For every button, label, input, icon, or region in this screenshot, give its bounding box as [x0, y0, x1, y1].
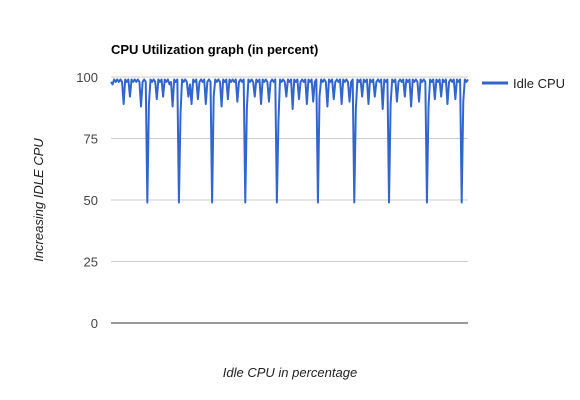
series-layer [110, 78, 469, 204]
y-axis-ticks: 0 25 50 75 100 [76, 70, 98, 331]
y-tick-label: 75 [84, 132, 98, 147]
y-axis-title: Increasing IDLE CPU [31, 138, 46, 262]
series-line-idle-cpu[interactable] [110, 78, 469, 204]
legend-label: Idle CPU [513, 76, 565, 91]
y-tick-label: 50 [84, 193, 98, 208]
legend[interactable]: Idle CPU [482, 76, 565, 91]
y-tick-label: 100 [76, 70, 98, 85]
y-tick-label: 0 [91, 316, 98, 331]
y-tick-label: 25 [84, 255, 98, 270]
gridlines [111, 76, 468, 324]
x-axis-title: Idle CPU in percentage [223, 365, 357, 380]
chart-title: CPU Utilization graph (in percent) [111, 42, 318, 57]
